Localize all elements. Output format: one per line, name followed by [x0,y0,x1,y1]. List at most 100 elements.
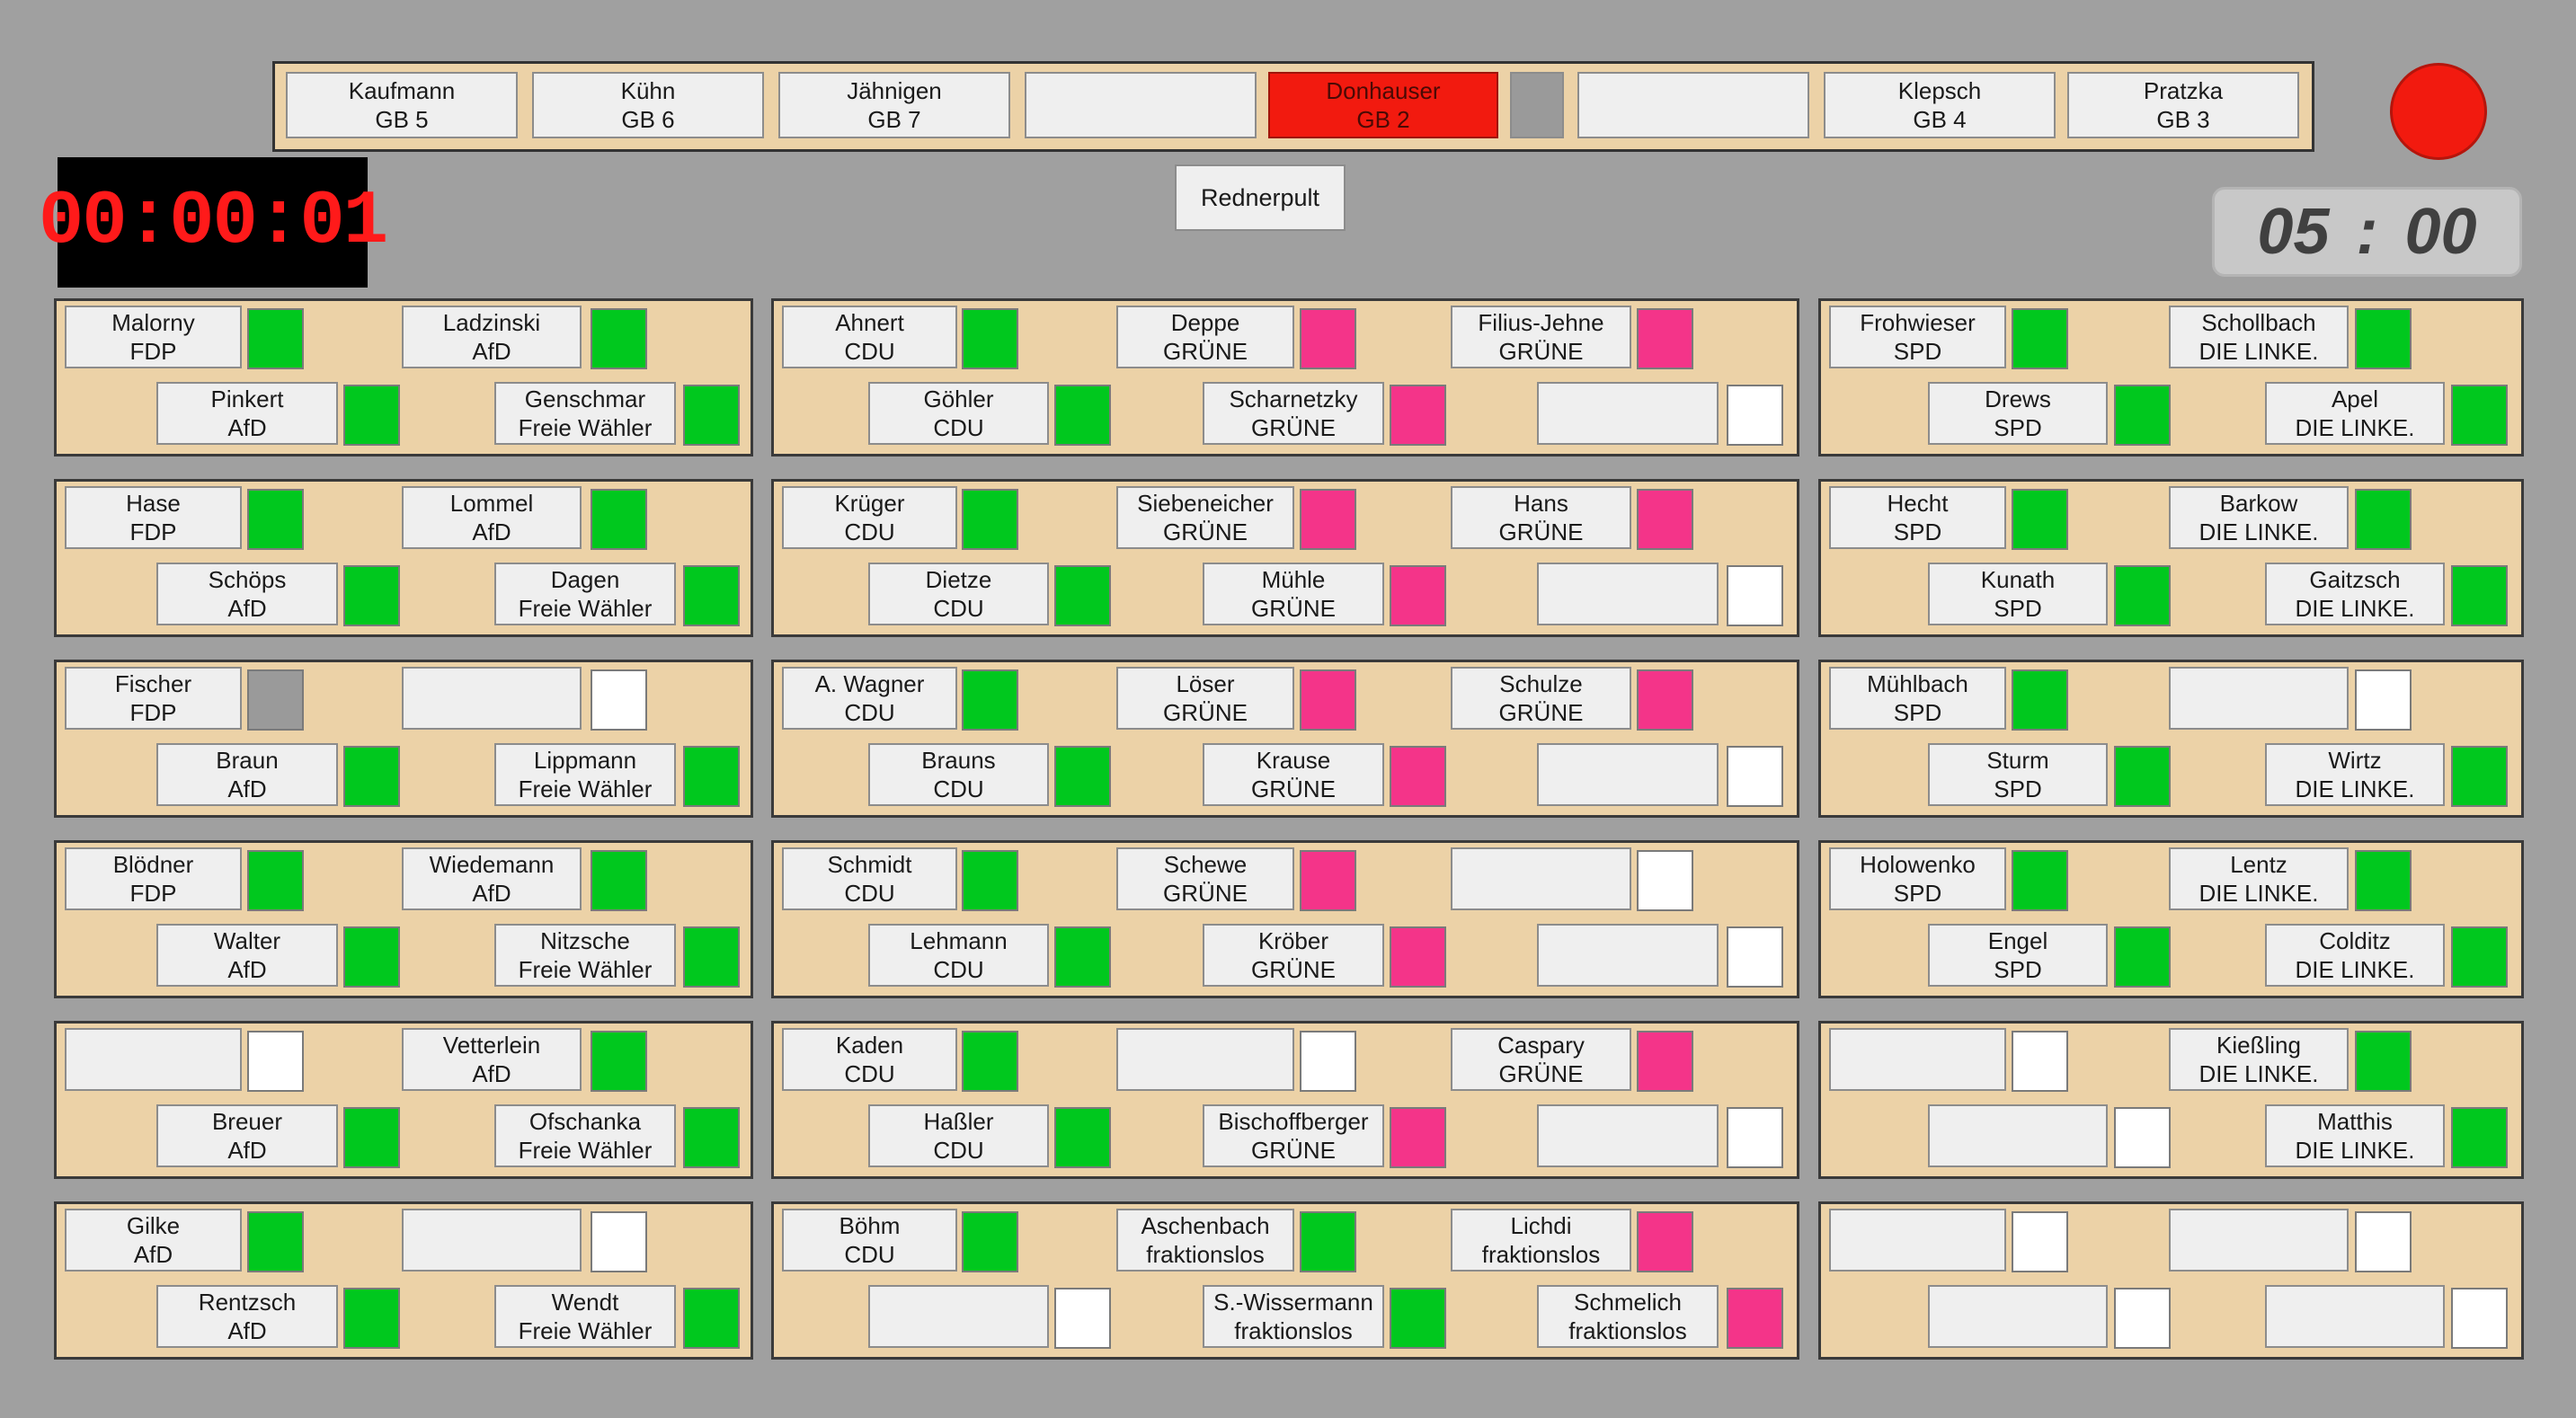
seat-button[interactable]: Sturm SPD [1928,743,2108,806]
seat-button[interactable]: Lichdi fraktionslos [1451,1209,1631,1272]
seat-button[interactable]: Blödner FDP [65,847,242,910]
seat-button[interactable] [868,1285,1049,1348]
seat-button[interactable]: Aschenbach fraktionslos [1116,1209,1294,1272]
seat-button[interactable]: Barkow DIE LINKE. [2169,486,2349,549]
seat-button[interactable]: Engel SPD [1928,924,2108,987]
seat-button[interactable]: Wendt Freie Wähler [494,1285,676,1348]
seat-button[interactable]: Nitzsche Freie Wähler [494,924,676,987]
seat-button[interactable]: Ofschanka Freie Wähler [494,1104,676,1167]
seat-button[interactable]: Lippmann Freie Wähler [494,743,676,806]
seat-button[interactable]: Haßler CDU [868,1104,1049,1167]
seat-button[interactable] [65,1028,242,1091]
seat-button[interactable]: Matthis DIE LINKE. [2265,1104,2445,1167]
seat-button[interactable]: Göhler CDU [868,382,1049,445]
vote-indicator [591,308,647,369]
seat-button[interactable]: Schmelich fraktionslos [1537,1285,1719,1348]
seat-button[interactable]: Hans GRÜNE [1451,486,1631,549]
seat-party: CDU [844,880,895,907]
seat-button[interactable]: Genschmar Freie Wähler [494,382,676,445]
seat-button[interactable]: Hase FDP [65,486,242,549]
seat-button[interactable]: Lehmann CDU [868,924,1049,987]
podium-button[interactable]: Rednerpult [1175,164,1346,231]
seat-button[interactable] [1829,1209,2006,1272]
seat-button[interactable]: Lommel AfD [402,486,582,549]
vote-indicator [2012,1031,2068,1092]
seat-button[interactable]: Braun AfD [156,743,338,806]
seat-button[interactable]: Schollbach DIE LINKE. [2169,306,2349,368]
seat-button[interactable]: Gilke AfD [65,1209,242,1272]
seat-button[interactable]: Drews SPD [1928,382,2108,445]
seat-button[interactable]: Dagen Freie Wähler [494,563,676,625]
gov-seat[interactable] [1025,72,1257,138]
seat-name: Krause [1256,747,1331,774]
seat-button[interactable]: Siebeneicher GRÜNE [1116,486,1294,549]
seat-button[interactable]: Mühlbach SPD [1829,667,2006,730]
seat-button[interactable] [2169,667,2349,730]
seat-button[interactable]: Böhm CDU [782,1209,957,1272]
seat-button[interactable]: Bischoffberger GRÜNE [1203,1104,1384,1167]
seat-button[interactable]: Krause GRÜNE [1203,743,1384,806]
seat-button[interactable]: Kaden CDU [782,1028,957,1091]
seat-button[interactable]: S.-Wissermann fraktionslos [1203,1285,1384,1348]
seat-button[interactable]: Fischer FDP [65,667,242,730]
seat-button[interactable] [1537,382,1719,445]
seat-button[interactable] [1829,1028,2006,1091]
seat-button[interactable] [1928,1104,2108,1167]
seat-button[interactable] [1537,1104,1719,1167]
seat-button[interactable] [1537,743,1719,806]
seat-button[interactable]: Schulze GRÜNE [1451,667,1631,730]
gov-seat[interactable]: Donhauser GB 2 [1268,72,1498,138]
seat-button[interactable] [1537,924,1719,987]
seat-party: AfD [227,956,267,983]
seat-button[interactable]: Holowenko SPD [1829,847,2006,910]
seat-button[interactable]: Ladzinski AfD [402,306,582,368]
seat-button[interactable]: Kröber GRÜNE [1203,924,1384,987]
seat-button[interactable]: Hecht SPD [1829,486,2006,549]
seat-button[interactable] [1928,1285,2108,1348]
gov-seat[interactable] [1577,72,1809,138]
seat-button[interactable]: Pinkert AfD [156,382,338,445]
seat-button[interactable]: Frohwieser SPD [1829,306,2006,368]
seat-button[interactable]: A. Wagner CDU [782,667,957,730]
seat-button[interactable] [1116,1028,1294,1091]
seat-button[interactable]: Walter AfD [156,924,338,987]
seat-button[interactable]: Breuer AfD [156,1104,338,1167]
seat-button[interactable] [1537,563,1719,625]
seat-button[interactable]: Dietze CDU [868,563,1049,625]
seat-button[interactable]: Deppe GRÜNE [1116,306,1294,368]
seat-button[interactable]: Kießling DIE LINKE. [2169,1028,2349,1091]
seat-button[interactable]: Rentzsch AfD [156,1285,338,1348]
seat-button[interactable]: Brauns CDU [868,743,1049,806]
seat-button[interactable]: Gaitzsch DIE LINKE. [2265,563,2445,625]
seat-button[interactable]: Kunath SPD [1928,563,2108,625]
seat-button[interactable] [2265,1285,2445,1348]
seat-button[interactable]: Mühle GRÜNE [1203,563,1384,625]
seat-button[interactable]: Schöps AfD [156,563,338,625]
seat-button[interactable]: Schewe GRÜNE [1116,847,1294,910]
record-button[interactable] [2390,63,2487,160]
seat-button[interactable]: Malorny FDP [65,306,242,368]
seat-button[interactable]: Caspary GRÜNE [1451,1028,1631,1091]
seat-button[interactable]: Colditz DIE LINKE. [2265,924,2445,987]
seat-button[interactable] [2169,1209,2349,1272]
seat-button[interactable]: Schmidt CDU [782,847,957,910]
seat-button[interactable]: Apel DIE LINKE. [2265,382,2445,445]
gov-seat[interactable]: Pratzka GB 3 [2067,72,2299,138]
seat-button[interactable]: Ahnert CDU [782,306,957,368]
seat-button[interactable]: Wirtz DIE LINKE. [2265,743,2445,806]
gov-seat[interactable]: Jähnigen GB 7 [778,72,1010,138]
gov-seat[interactable]: Kühn GB 6 [532,72,764,138]
seat-button[interactable]: Filius-Jehne GRÜNE [1451,306,1631,368]
seat-button[interactable]: Wiedemann AfD [402,847,582,910]
seat-button[interactable]: Löser GRÜNE [1116,667,1294,730]
gov-seat-small[interactable] [1510,72,1564,138]
seat-button[interactable] [402,1209,582,1272]
seat-button[interactable] [1451,847,1631,910]
seat-button[interactable]: Krüger CDU [782,486,957,549]
seat-button[interactable]: Lentz DIE LINKE. [2169,847,2349,910]
seat-button[interactable]: Vetterlein AfD [402,1028,582,1091]
seat-button[interactable] [402,667,582,730]
seat-button[interactable]: Scharnetzky GRÜNE [1203,382,1384,445]
gov-seat[interactable]: Kaufmann GB 5 [286,72,518,138]
gov-seat[interactable]: Klepsch GB 4 [1824,72,2056,138]
